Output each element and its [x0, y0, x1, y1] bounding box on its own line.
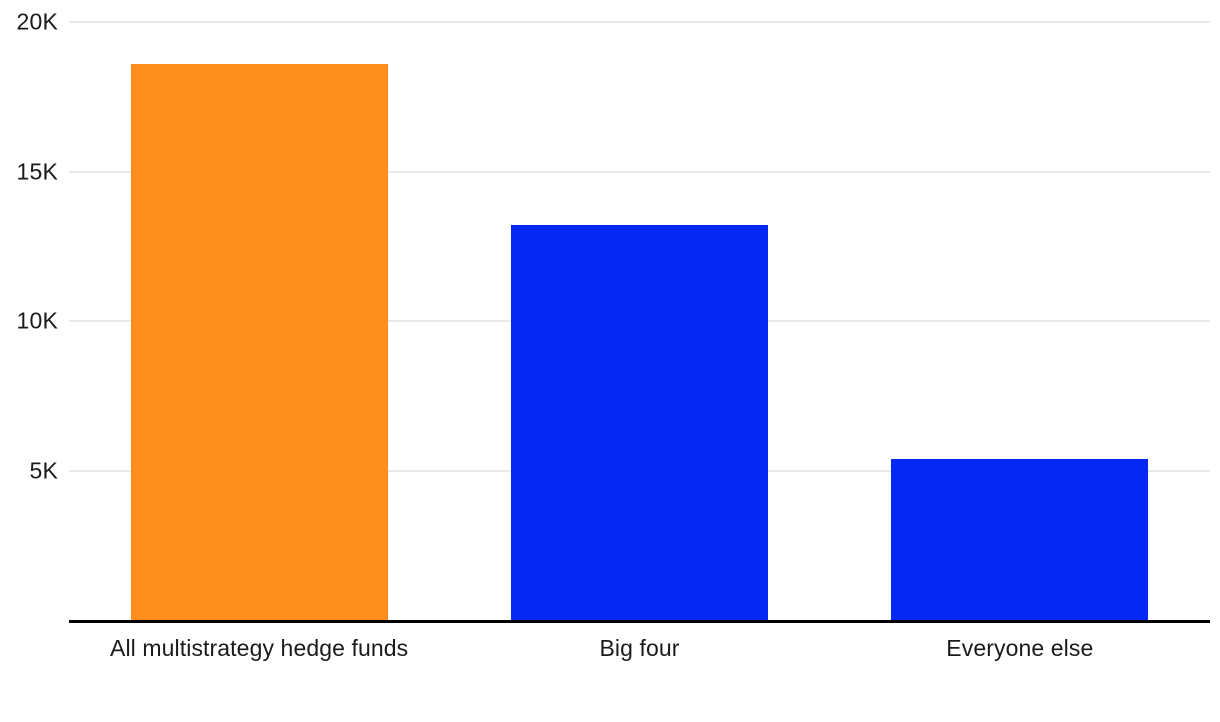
gridline-20K: [69, 21, 1210, 23]
bar-3: [891, 458, 1149, 620]
gridline-15K: [69, 170, 1210, 173]
x-category-label-3: Everyone else: [946, 635, 1094, 661]
x-category-label-2: Big four: [599, 635, 680, 661]
bar-2: [511, 225, 768, 620]
y-tick-label-5K: 5K: [29, 457, 58, 483]
y-tick-label-20K: 20K: [16, 8, 58, 35]
y-tick-label-10K: 10K: [16, 307, 58, 334]
x-category-label-1: All multistrategy hedge funds: [110, 635, 409, 661]
x-axis-line: [69, 620, 1210, 623]
y-tick-label-15K: 15K: [16, 158, 58, 184]
bar-1: [130, 63, 388, 620]
